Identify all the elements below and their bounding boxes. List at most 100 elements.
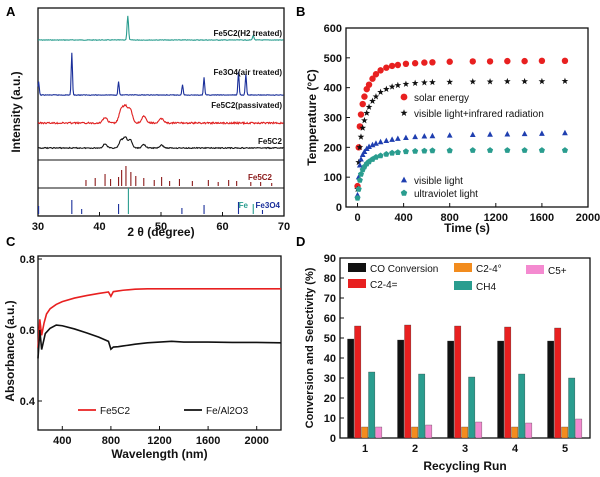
legend-label: C2-4° — [476, 264, 502, 275]
x-tick-label: 0 — [354, 212, 360, 224]
panel-letter-b: B — [296, 4, 305, 19]
data-point — [369, 75, 376, 82]
data-point — [446, 78, 454, 85]
data-point — [521, 130, 528, 137]
bar — [561, 426, 569, 439]
y-axis-label: Temperature (°C) — [305, 69, 319, 166]
legend-label: CO Conversion — [370, 264, 438, 275]
data-point — [373, 140, 379, 146]
data-point — [377, 138, 384, 145]
data-point — [372, 71, 380, 78]
y-tick-label: 20 — [324, 393, 336, 405]
x-tick-label: 800 — [441, 212, 459, 224]
data-point — [411, 79, 419, 87]
bar — [404, 324, 412, 439]
data-point — [421, 147, 428, 154]
y-tick-label: 100 — [324, 172, 342, 184]
data-point — [394, 149, 401, 155]
bar — [454, 325, 462, 439]
y-tick-label: 400 — [324, 83, 342, 95]
data-point — [521, 147, 528, 153]
data-point — [561, 77, 569, 84]
data-point — [369, 97, 376, 104]
data-point — [388, 62, 396, 70]
x-tick-label: 2000 — [576, 212, 600, 224]
xrd-curve-fe5c2 — [37, 136, 284, 150]
xrd-curve-h2 — [37, 15, 284, 41]
data-point — [363, 109, 371, 116]
absorbance-curve — [37, 324, 282, 359]
legend-label: Fe5C2 — [100, 406, 130, 417]
data-point — [400, 189, 408, 196]
data-point — [562, 129, 568, 136]
data-point — [358, 156, 364, 162]
data-point — [372, 93, 380, 100]
legend-label: CH4 — [476, 282, 496, 293]
data-point — [361, 116, 368, 124]
data-point — [357, 111, 365, 118]
y-tick-label: 600 — [324, 23, 342, 35]
data-point — [377, 88, 384, 95]
data-point — [412, 133, 419, 140]
y-tick-label: 70 — [324, 293, 336, 305]
series-label: Fe5C2(H2 treated) — [214, 29, 283, 38]
panel-d-recycling: 0 10 20 30 40 50 60 70 80 90 Recycling Run Conversi… — [304, 253, 591, 473]
bar — [554, 327, 562, 439]
y-tick-label: 0.8 — [20, 254, 35, 266]
y-tick-label: 0 — [336, 202, 342, 214]
data-point — [383, 137, 390, 144]
panel-letter-a: A — [6, 4, 16, 19]
x-axis-label: Recycling Run — [423, 459, 506, 473]
data-point — [429, 132, 436, 139]
legend-label: C2-4= — [370, 280, 398, 291]
y-tick-label: 300 — [324, 113, 342, 125]
data-point — [421, 79, 428, 86]
y-tick-label: 200 — [324, 142, 342, 154]
data-point — [394, 61, 402, 69]
x-tick-label: 800 — [102, 435, 120, 447]
data-point — [382, 85, 390, 93]
data-point — [487, 147, 494, 153]
y-tick-label: 500 — [324, 53, 342, 65]
x-tick-label: 400 — [53, 435, 71, 447]
bar — [354, 325, 362, 439]
legend-label: ultraviolet light — [414, 189, 478, 200]
bar — [547, 340, 555, 439]
bar — [511, 426, 519, 439]
legend-label: C5+ — [548, 266, 567, 277]
data-point — [389, 136, 395, 142]
bar — [518, 373, 526, 439]
bar — [418, 373, 426, 439]
series-label: Fe5C2(passivated) — [211, 101, 282, 110]
data-point — [402, 80, 410, 87]
data-point — [400, 93, 408, 101]
data-point — [469, 58, 476, 65]
data-point — [365, 81, 373, 88]
data-point — [411, 60, 419, 67]
legend-swatch — [454, 281, 472, 290]
legend-label: visible light — [414, 176, 463, 187]
y-tick-label: 50 — [324, 333, 336, 345]
panel-a-xrd: 30 40 50 60 70 2 θ (degree) Intensity (a.u.) Fe… — [9, 7, 290, 239]
x-tick-label: 2 — [412, 443, 418, 455]
data-point — [421, 133, 428, 139]
data-point — [366, 143, 372, 149]
x-tick-label: 400 — [394, 212, 412, 224]
y-tick-label: 30 — [324, 373, 336, 385]
bar — [475, 421, 483, 439]
data-point — [446, 132, 453, 138]
data-point — [383, 151, 390, 157]
x-tick-label: 2000 — [244, 435, 268, 447]
bar — [375, 426, 383, 439]
data-point — [394, 81, 402, 89]
data-point — [355, 185, 362, 192]
legend-label: Fe/Al2O3 — [206, 406, 249, 417]
series-label: Fe5C2 — [258, 137, 283, 146]
data-point — [469, 147, 476, 153]
panel-letter-d: D — [296, 234, 305, 249]
data-point — [359, 124, 367, 131]
y-tick-label: 60 — [324, 313, 336, 325]
y-tick-label: 90 — [324, 253, 336, 265]
data-point — [359, 151, 366, 158]
data-point — [372, 153, 380, 160]
